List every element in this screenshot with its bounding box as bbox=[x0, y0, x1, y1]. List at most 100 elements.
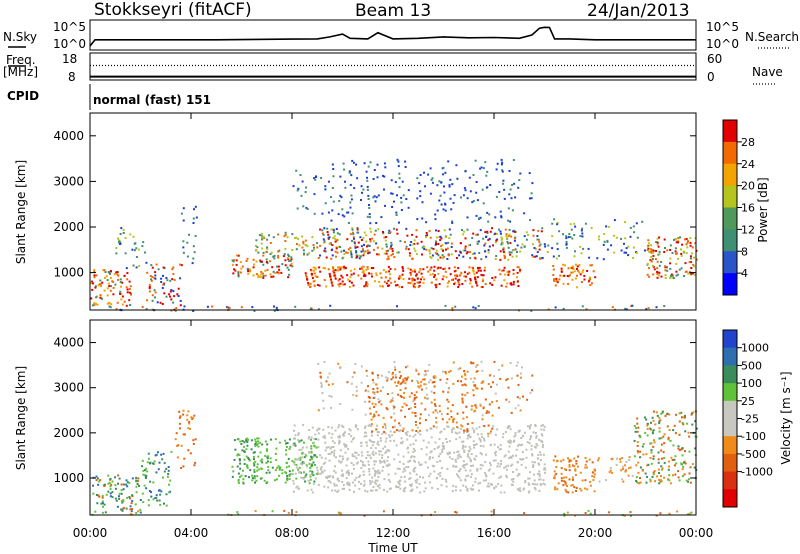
power-cell bbox=[321, 212, 324, 215]
velocity-cell bbox=[681, 447, 684, 450]
power-cell bbox=[538, 244, 541, 247]
velocity-cell bbox=[434, 404, 437, 407]
power-cell bbox=[367, 165, 370, 168]
power-cell bbox=[257, 274, 260, 277]
power-cell bbox=[507, 207, 510, 210]
velocity-cell bbox=[530, 444, 533, 447]
power-cell bbox=[157, 268, 160, 271]
velocity-cell bbox=[472, 389, 475, 392]
velocity-cell bbox=[658, 427, 661, 430]
cpid-label: CPID bbox=[7, 89, 39, 103]
velocity-cell bbox=[295, 463, 298, 466]
power-cell bbox=[306, 278, 309, 281]
power-cell bbox=[513, 239, 516, 242]
power-cell bbox=[379, 272, 382, 275]
power-cell bbox=[423, 248, 426, 250]
power-cell bbox=[312, 280, 315, 283]
power-cell bbox=[594, 276, 597, 279]
power-cell bbox=[302, 249, 305, 252]
power-cell bbox=[235, 263, 238, 266]
power-cell bbox=[474, 276, 476, 279]
power-cell bbox=[372, 267, 375, 269]
power-cell bbox=[534, 255, 537, 258]
velocity-cell bbox=[428, 363, 431, 366]
velocity-cell bbox=[470, 377, 472, 380]
velocity-cell bbox=[429, 451, 432, 454]
velocity-cell bbox=[521, 434, 524, 437]
power-cell bbox=[442, 268, 445, 270]
power-cell bbox=[179, 304, 182, 307]
velocity-cell bbox=[686, 513, 689, 516]
power-cell bbox=[416, 281, 419, 284]
velocity-cell bbox=[480, 433, 483, 436]
velocity-cell bbox=[442, 445, 445, 448]
velocity-cell bbox=[316, 429, 319, 432]
power-cell bbox=[277, 256, 280, 259]
power-cell bbox=[482, 280, 484, 283]
power-cell bbox=[573, 270, 576, 273]
velocity-cell bbox=[573, 457, 576, 460]
power-cell bbox=[518, 266, 520, 269]
power-cell bbox=[186, 241, 189, 244]
power-cell bbox=[443, 185, 445, 188]
power-cell bbox=[339, 246, 342, 248]
velocity-cell bbox=[466, 431, 469, 433]
velocity-cell bbox=[423, 396, 426, 399]
power-cell bbox=[686, 246, 689, 249]
power-cell bbox=[579, 273, 582, 276]
power-cell bbox=[480, 166, 483, 169]
velocity-cell bbox=[543, 468, 546, 471]
velocity-cell bbox=[538, 475, 541, 478]
velocity-cell bbox=[414, 421, 417, 423]
power-cell bbox=[420, 240, 423, 243]
velocity-cell bbox=[330, 395, 333, 398]
velocity-cell bbox=[237, 482, 240, 484]
velocity-cell bbox=[514, 407, 517, 410]
power-cell bbox=[478, 217, 481, 220]
velocity-cell bbox=[422, 476, 424, 479]
velocity-cell bbox=[691, 423, 694, 426]
power-cell bbox=[589, 278, 591, 281]
velocity-cell bbox=[534, 432, 537, 434]
velocity-cell bbox=[446, 407, 449, 410]
power-cell bbox=[569, 236, 572, 238]
power-cell bbox=[463, 187, 466, 190]
velocity-cell bbox=[111, 480, 114, 483]
power-cell bbox=[372, 196, 375, 199]
velocity-cell bbox=[239, 462, 242, 465]
power-cell bbox=[389, 231, 392, 234]
velocity-cell bbox=[302, 446, 304, 449]
power-cell bbox=[363, 252, 366, 255]
power-cell bbox=[115, 271, 118, 274]
velocity-cell bbox=[570, 459, 573, 462]
velocity-cell bbox=[471, 427, 474, 430]
velocity-cell bbox=[261, 443, 264, 446]
power-cell bbox=[353, 242, 356, 245]
velocity-cell bbox=[260, 477, 263, 480]
velocity-cell bbox=[425, 446, 428, 449]
power-cell bbox=[539, 243, 542, 246]
velocity-cell bbox=[411, 488, 414, 491]
power-cell bbox=[353, 237, 355, 240]
power-cell bbox=[432, 273, 435, 276]
power-cell bbox=[430, 247, 433, 250]
velocity-cell bbox=[509, 362, 512, 364]
velocity-cell bbox=[241, 440, 244, 442]
power-cell bbox=[237, 271, 240, 273]
power-cell bbox=[166, 279, 169, 282]
power-cell bbox=[228, 307, 231, 310]
velocity-cell bbox=[503, 466, 506, 469]
power-cell bbox=[130, 293, 132, 296]
power-cell bbox=[284, 240, 287, 242]
power-cell bbox=[498, 268, 501, 271]
power-cell bbox=[569, 223, 572, 226]
power-cell bbox=[93, 302, 96, 305]
power-cell bbox=[291, 249, 294, 251]
power-cell bbox=[369, 222, 372, 225]
power-cell bbox=[357, 254, 360, 257]
velocity-cell bbox=[573, 465, 576, 468]
velocity-cell bbox=[399, 389, 402, 391]
power-cell bbox=[341, 257, 344, 260]
velocity-cell bbox=[331, 440, 334, 443]
velocity-cell bbox=[458, 431, 461, 434]
